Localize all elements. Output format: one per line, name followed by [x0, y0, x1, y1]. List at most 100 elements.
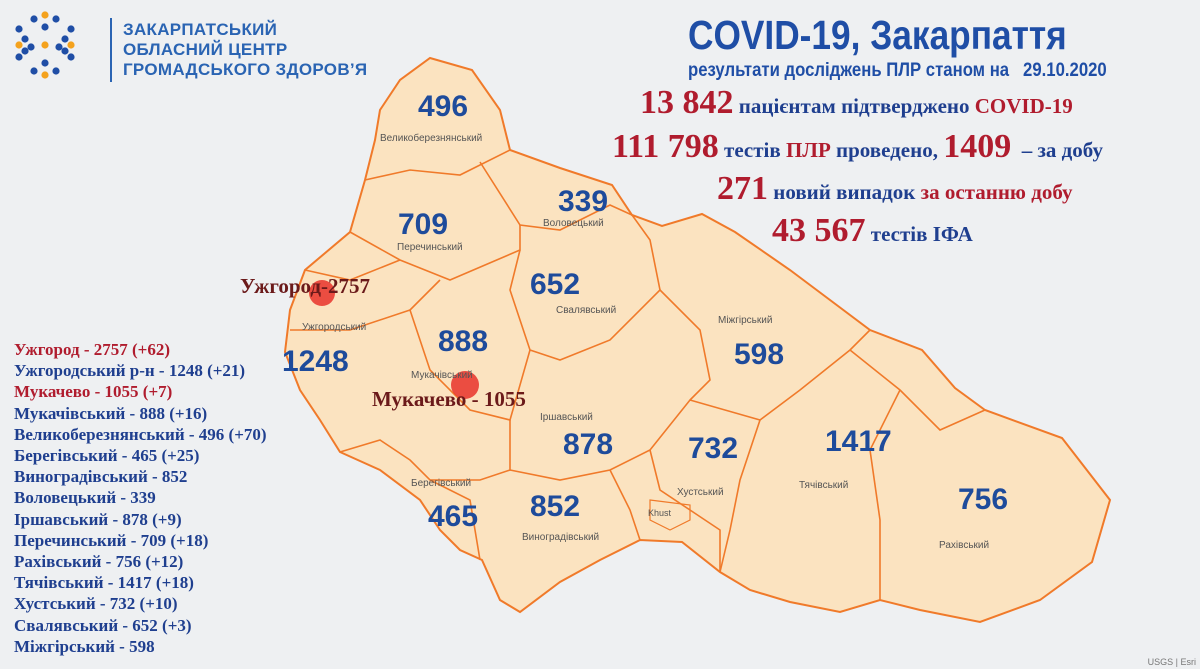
district-name: Свалявський [556, 305, 617, 316]
district-name: Виноградівський [522, 532, 600, 543]
stat-confirmed: 13 842 пацієнтам підтверджено COVID-19 [640, 84, 1073, 122]
city-label-mukachevo: Мукачево - 1055 [372, 387, 526, 411]
district-value: 1417 [825, 425, 892, 458]
district-name: Ужгородський [302, 322, 367, 333]
logo-dot [21, 47, 29, 55]
district-name: Міжгірський [718, 315, 773, 326]
list-item: Хустський - 732 (+10) [14, 594, 178, 614]
district-list: Ужгород - 2757 (+62) Ужгородський р-н - 1… [14, 339, 267, 657]
district-value: 888 [438, 325, 489, 358]
district-name: Великоберезнянський [380, 133, 483, 144]
logo-dot [52, 15, 60, 23]
district-name: Хустський [677, 487, 724, 498]
logo-dot [41, 41, 49, 49]
list-item: Свалявський - 652 (+3) [14, 615, 192, 635]
logo-divider [110, 18, 112, 82]
logo-dot [15, 41, 23, 49]
list-item: Мукачево - 1055 (+7) [14, 382, 173, 402]
district-value: 756 [958, 483, 1009, 516]
logo-dot [41, 11, 49, 19]
list-item: Ужгород - 2757 (+62) [14, 340, 171, 359]
region-outline [283, 56, 1112, 624]
logo-dot [21, 35, 29, 43]
tests-text: проведено, [836, 138, 938, 162]
uzhhorod-marker [309, 280, 335, 306]
city-label-uzhhorod: Ужгород-2757 [240, 274, 371, 298]
district-value: 878 [563, 428, 614, 461]
district-value: 709 [398, 208, 449, 241]
logo-dot [67, 53, 75, 61]
district-name: Воловецький [543, 218, 604, 229]
ifa-value: 43 567 [772, 212, 866, 249]
tests-plr: ПЛР [785, 138, 831, 162]
district-name: Рахівський [939, 540, 990, 551]
logo-dot [41, 59, 49, 67]
list-item: Мукачівський - 888 (+16) [14, 403, 208, 423]
logo-dot [15, 53, 23, 61]
stat-tests: 111 798 тестів ПЛР проведено, 1409 – за … [612, 128, 1103, 166]
logo-dot [55, 43, 63, 51]
list-item: Виноградівський - 852 [14, 467, 188, 487]
district-value: 339 [558, 185, 609, 218]
list-item: Іршавський - 878 (+9) [14, 509, 182, 529]
district-value: 465 [428, 500, 479, 533]
logo-dot [52, 67, 60, 75]
logo-dot [27, 43, 35, 51]
new-cases-value: 271 [717, 170, 768, 207]
subtitle-text: результати досліджень ПЛР станом на [688, 60, 1010, 81]
district-value: 598 [734, 338, 785, 371]
district-value: 1248 [282, 345, 349, 378]
logo-dot [67, 25, 75, 33]
logo-dot [61, 35, 69, 43]
ifa-text: тестів ІФА [870, 222, 973, 246]
logo-line: ОБЛАСНИЙ ЦЕНТР [123, 40, 288, 59]
stat-ifa: 43 567 тестів ІФА [772, 212, 973, 250]
list-item: Рахівський - 756 (+12) [14, 552, 184, 572]
new-cases-text: новий випадок [773, 180, 916, 204]
district-name: Берегівський [411, 478, 472, 489]
list-item: Берегівський - 465 (+25) [14, 446, 200, 466]
list-item: Перечинський - 709 (+18) [14, 530, 209, 550]
confirmed-text: пацієнтам підтверджено [738, 94, 970, 118]
district-value: 496 [418, 90, 469, 123]
report-date: 29.10.2020 [1023, 60, 1107, 81]
tests-day-text: – за добу [1021, 138, 1103, 162]
tests-day-value: 1409 [943, 128, 1012, 165]
map-attribution: USGS | Esri [1147, 657, 1196, 667]
list-item: Великоберезнянський - 496 (+70) [14, 424, 267, 444]
logo-dot [15, 25, 23, 33]
logo-line: ЗАКАРПАТСЬКИЙ [123, 20, 278, 39]
logo-dot [67, 41, 75, 49]
logo-icon [15, 11, 75, 79]
district-name: Мукачівський [411, 370, 473, 381]
list-item: Міжгірський - 598 [14, 636, 155, 656]
confirmed-value: 13 842 [640, 84, 734, 121]
tests-value: 111 798 [612, 128, 719, 165]
district-value: 852 [530, 490, 581, 523]
logo-text: ЗАКАРПАТСЬКИЙ ОБЛАСНИЙ ЦЕНТР ГРОМАДСЬКОГ… [123, 20, 367, 80]
khust-outline [649, 499, 691, 531]
tests-text: тестів [724, 138, 781, 162]
district-value: 652 [530, 268, 581, 301]
logo-dot [30, 67, 38, 75]
stat-new-cases: 271 новий випадок за останню добу [717, 170, 1073, 208]
district-value: 732 [688, 432, 739, 465]
district-name: Тячівський [799, 480, 849, 491]
list-item: Воловецький - 339 [14, 488, 156, 508]
list-item: Тячівський - 1417 (+18) [14, 573, 194, 593]
new-cases-text2: за останню добу [920, 180, 1073, 204]
logo-dot [30, 15, 38, 23]
list-item: Ужгородський р-н - 1248 (+21) [14, 361, 246, 381]
district-name: Перечинський [397, 242, 463, 253]
confirmed-covid: COVID-19 [974, 94, 1073, 118]
logo-dot [41, 23, 49, 31]
logo-dot [61, 47, 69, 55]
page-title: COVID-19, Закарпаття [688, 12, 1067, 58]
logo-dot [41, 71, 49, 79]
mukachevo-marker [451, 371, 479, 399]
city-label-khust: Khust [648, 508, 672, 518]
subtitle: результати досліджень ПЛР станом на 29.1… [688, 60, 1107, 82]
logo-line: ГРОМАДСЬКОГО ЗДОРОВ’Я [123, 60, 368, 79]
district-name: Іршавський [540, 412, 593, 423]
